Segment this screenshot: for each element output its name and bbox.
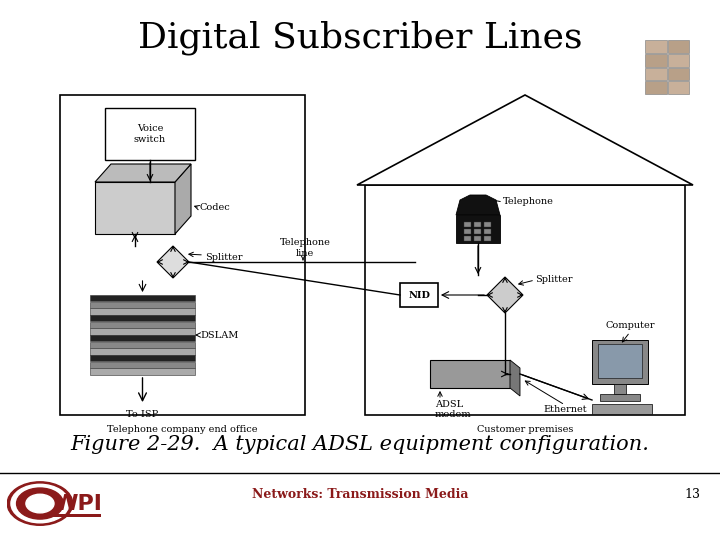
Text: 13: 13 xyxy=(684,489,700,502)
Text: ADSL
modem: ADSL modem xyxy=(435,400,472,420)
Bar xyxy=(614,384,626,394)
Bar xyxy=(667,54,689,66)
Polygon shape xyxy=(175,164,191,234)
Circle shape xyxy=(26,494,54,513)
Bar xyxy=(474,229,481,234)
Polygon shape xyxy=(456,195,500,215)
Bar xyxy=(90,308,195,314)
Bar xyxy=(105,108,195,160)
Bar xyxy=(365,185,685,415)
Bar xyxy=(592,340,648,384)
Bar xyxy=(90,322,195,328)
Bar xyxy=(90,348,195,354)
Bar xyxy=(600,394,640,401)
Polygon shape xyxy=(157,246,189,278)
Bar xyxy=(592,404,652,414)
Bar xyxy=(90,368,195,375)
Bar xyxy=(474,222,481,227)
Text: Figure 2-29.  A typical ADSL equipment configuration.: Figure 2-29. A typical ADSL equipment co… xyxy=(71,435,649,455)
Bar xyxy=(645,40,667,53)
Bar xyxy=(464,229,471,234)
Polygon shape xyxy=(510,360,520,396)
Polygon shape xyxy=(95,164,191,182)
Bar xyxy=(60,95,305,415)
Text: WPI: WPI xyxy=(53,494,102,514)
Text: DSLAM: DSLAM xyxy=(200,330,238,340)
Bar xyxy=(464,222,471,227)
Bar xyxy=(50,514,106,517)
Circle shape xyxy=(17,488,63,519)
Bar xyxy=(90,355,195,361)
Bar xyxy=(474,236,481,241)
Bar xyxy=(90,362,195,368)
Bar xyxy=(90,328,195,334)
Text: Telephone
line: Telephone line xyxy=(279,238,330,258)
Text: NID: NID xyxy=(408,291,430,300)
Bar xyxy=(90,335,195,341)
Bar xyxy=(484,222,491,227)
Text: To ISP: To ISP xyxy=(127,410,158,419)
Bar xyxy=(90,295,195,301)
Bar xyxy=(667,40,689,53)
Bar xyxy=(464,236,471,241)
Text: Splitter: Splitter xyxy=(205,253,243,262)
Circle shape xyxy=(7,482,73,525)
Bar xyxy=(484,236,491,241)
Bar xyxy=(598,344,642,378)
Circle shape xyxy=(11,484,69,523)
Text: Networks: Transmission Media: Networks: Transmission Media xyxy=(252,489,468,502)
Bar xyxy=(400,283,438,307)
Bar xyxy=(667,81,689,94)
Text: Computer: Computer xyxy=(606,321,654,330)
Bar xyxy=(484,229,491,234)
Bar xyxy=(90,315,195,321)
Bar xyxy=(90,302,195,308)
Text: Telephone company end office: Telephone company end office xyxy=(107,425,258,434)
Text: Splitter: Splitter xyxy=(535,275,572,285)
Text: Customer premises: Customer premises xyxy=(477,425,573,434)
Text: Telephone: Telephone xyxy=(503,198,554,206)
Bar xyxy=(90,342,195,348)
Bar xyxy=(645,68,667,80)
Text: Codec: Codec xyxy=(200,204,230,213)
Text: Ethernet: Ethernet xyxy=(543,405,587,414)
Polygon shape xyxy=(487,277,523,313)
Bar xyxy=(645,54,667,66)
Polygon shape xyxy=(357,95,693,185)
Bar xyxy=(645,81,667,94)
Bar xyxy=(456,215,500,243)
Text: Voice
switch: Voice switch xyxy=(134,124,166,144)
Bar xyxy=(95,182,175,234)
Text: Digital Subscriber Lines: Digital Subscriber Lines xyxy=(138,21,582,55)
Bar xyxy=(430,360,510,388)
Bar xyxy=(667,68,689,80)
